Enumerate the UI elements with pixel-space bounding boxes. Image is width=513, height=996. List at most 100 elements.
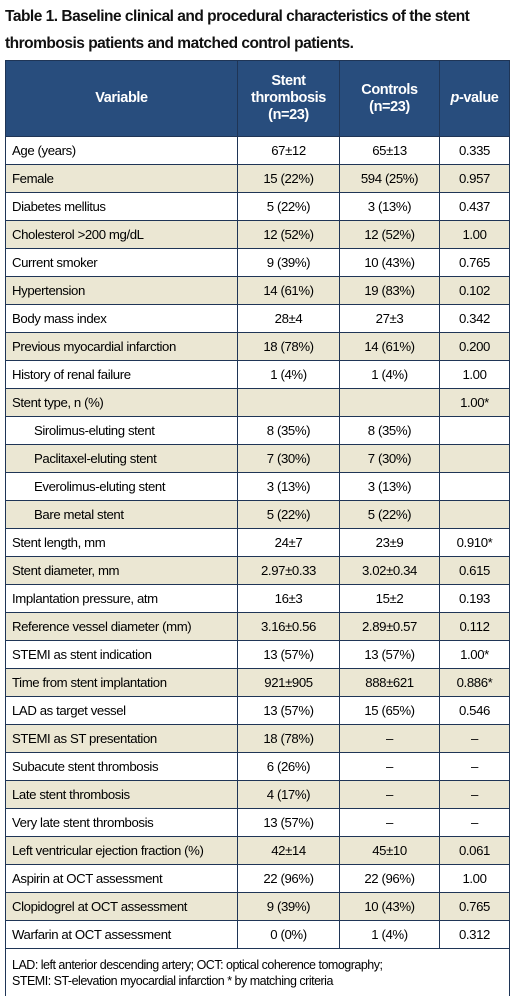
variable-cell: Sirolimus-eluting stent	[5, 416, 238, 445]
p-value-cell: 0.335	[439, 136, 510, 165]
controls-cell: 3 (13%)	[339, 472, 440, 501]
stent-thrombosis-cell: 3.16±0.56	[237, 612, 340, 641]
table-row: Late stent thrombosis 4 (17%) – –	[5, 780, 510, 809]
controls-cell: 8 (35%)	[339, 416, 440, 445]
p-value-cell	[439, 472, 510, 501]
variable-cell: Time from stent implantation	[5, 668, 238, 697]
stent-thrombosis-cell: 22 (96%)	[237, 864, 340, 893]
variable-cell: Bare metal stent	[5, 500, 238, 529]
table-row: Clopidogrel at OCT assessment 9 (39%) 10 (…	[5, 892, 510, 921]
stent-thrombosis-cell: 16±3	[237, 584, 340, 613]
header-ctrl-line1: Controls	[361, 81, 418, 98]
stent-thrombosis-cell: 3 (13%)	[237, 472, 340, 501]
stent-thrombosis-cell: 8 (35%)	[237, 416, 340, 445]
stent-thrombosis-cell: 18 (78%)	[237, 724, 340, 753]
p-value-cell	[439, 416, 510, 445]
table-row: Sirolimus-eluting stent 8 (35%) 8 (35%)	[5, 416, 510, 445]
table-row: Very late stent thrombosis 13 (57%) – –	[5, 808, 510, 837]
stent-thrombosis-cell: 2.97±0.33	[237, 556, 340, 585]
controls-cell: –	[339, 808, 440, 837]
p-value-cell: 0.200	[439, 332, 510, 361]
controls-cell: 19 (83%)	[339, 276, 440, 305]
controls-cell: 2.89±0.57	[339, 612, 440, 641]
stent-thrombosis-cell: 13 (57%)	[237, 640, 340, 669]
variable-cell: Current smoker	[5, 248, 238, 277]
p-value-cell: 0.193	[439, 584, 510, 613]
stent-thrombosis-cell: 15 (22%)	[237, 164, 340, 193]
controls-cell: 22 (96%)	[339, 864, 440, 893]
stent-thrombosis-cell: 13 (57%)	[237, 808, 340, 837]
p-value-cell: 0.102	[439, 276, 510, 305]
variable-cell: Stent length, mm	[5, 528, 238, 557]
controls-cell: 14 (61%)	[339, 332, 440, 361]
p-value-cell: 1.00*	[439, 640, 510, 669]
variable-cell: Stent type, n (%)	[5, 388, 238, 417]
p-value-cell	[439, 444, 510, 473]
table-row: Reference vessel diameter (mm) 3.16±0.56 2…	[5, 612, 510, 641]
table-row: Stent type, n (%) 1.00*	[5, 388, 510, 417]
controls-cell: 15 (65%)	[339, 696, 440, 725]
stent-thrombosis-cell: 1 (4%)	[237, 360, 340, 389]
p-value-cell: –	[439, 780, 510, 809]
header-ctrl-line2: (n=23)	[369, 98, 410, 115]
p-value-cell: 1.00*	[439, 388, 510, 417]
variable-cell: Implantation pressure, atm	[5, 584, 238, 613]
p-value-cell: 0.765	[439, 248, 510, 277]
p-value-cell: 0.112	[439, 612, 510, 641]
table-row: Left ventricular ejection fraction (%) 42…	[5, 836, 510, 865]
variable-cell: History of renal failure	[5, 360, 238, 389]
header-st-line3: (n=23)	[268, 107, 309, 123]
stent-thrombosis-cell: 921±905	[237, 668, 340, 697]
controls-cell: 27±3	[339, 304, 440, 333]
table-row: History of renal failure 1 (4%) 1 (4%) 1.00	[5, 360, 510, 389]
header-p-italic: p	[450, 90, 460, 106]
p-value-cell: 1.00	[439, 220, 510, 249]
variable-cell: Cholesterol >200 mg/dL	[5, 220, 238, 249]
controls-cell: –	[339, 752, 440, 781]
p-value-cell: 1.00	[439, 360, 510, 389]
variable-cell: Hypertension	[5, 276, 238, 305]
characteristics-table: Variable Stent thrombosis (n=23) Control…	[5, 60, 510, 996]
p-value-cell: –	[439, 724, 510, 753]
variable-cell: Everolimus-eluting stent	[5, 472, 238, 501]
table-row: Implantation pressure, atm 16±3 15±2 0.193	[5, 584, 510, 613]
stent-thrombosis-cell: 9 (39%)	[237, 248, 340, 277]
variable-cell: Reference vessel diameter (mm)	[5, 612, 238, 641]
header-variable: Variable	[5, 60, 238, 137]
variable-cell: STEMI as stent indication	[5, 640, 238, 669]
variable-cell: Body mass index	[5, 304, 238, 333]
stent-thrombosis-cell: 18 (78%)	[237, 332, 340, 361]
controls-cell: 3 (13%)	[339, 192, 440, 221]
table-row: Subacute stent thrombosis 6 (26%) – –	[5, 752, 510, 781]
variable-cell: Stent diameter, mm	[5, 556, 238, 585]
controls-cell: 5 (22%)	[339, 500, 440, 529]
table-row: STEMI as ST presentation 18 (78%) – –	[5, 724, 510, 753]
p-value-cell: –	[439, 752, 510, 781]
p-value-cell: 0.312	[439, 920, 510, 949]
variable-cell: Clopidogrel at OCT assessment	[5, 892, 238, 921]
p-value-cell: –	[439, 808, 510, 837]
header-stent-thrombosis: Stent thrombosis (n=23)	[237, 60, 340, 137]
p-value-cell	[439, 500, 510, 529]
table-row: Female 15 (22%) 594 (25%) 0.957	[5, 164, 510, 193]
controls-cell	[339, 388, 440, 417]
table-row: Cholesterol >200 mg/dL 12 (52%) 12 (52%) 1.…	[5, 220, 510, 249]
controls-cell: 7 (30%)	[339, 444, 440, 473]
variable-cell: Age (years)	[5, 136, 238, 165]
variable-cell: Previous myocardial infarction	[5, 332, 238, 361]
stent-thrombosis-cell: 12 (52%)	[237, 220, 340, 249]
p-value-cell: 0.765	[439, 892, 510, 921]
controls-cell: 594 (25%)	[339, 164, 440, 193]
table-row: Paclitaxel-eluting stent 7 (30%) 7 (30%)	[5, 444, 510, 473]
stent-thrombosis-cell: 0 (0%)	[237, 920, 340, 949]
controls-cell: 1 (4%)	[339, 360, 440, 389]
table-row: Hypertension 14 (61%) 19 (83%) 0.102	[5, 276, 510, 305]
controls-cell: 15±2	[339, 584, 440, 613]
p-value-cell: 0.957	[439, 164, 510, 193]
stent-thrombosis-cell	[237, 388, 340, 417]
stent-thrombosis-cell: 67±12	[237, 136, 340, 165]
stent-thrombosis-cell: 24±7	[237, 528, 340, 557]
variable-cell: LAD as target vessel	[5, 696, 238, 725]
p-value-cell: 0.546	[439, 696, 510, 725]
table-row: Bare metal stent 5 (22%) 5 (22%)	[5, 500, 510, 529]
